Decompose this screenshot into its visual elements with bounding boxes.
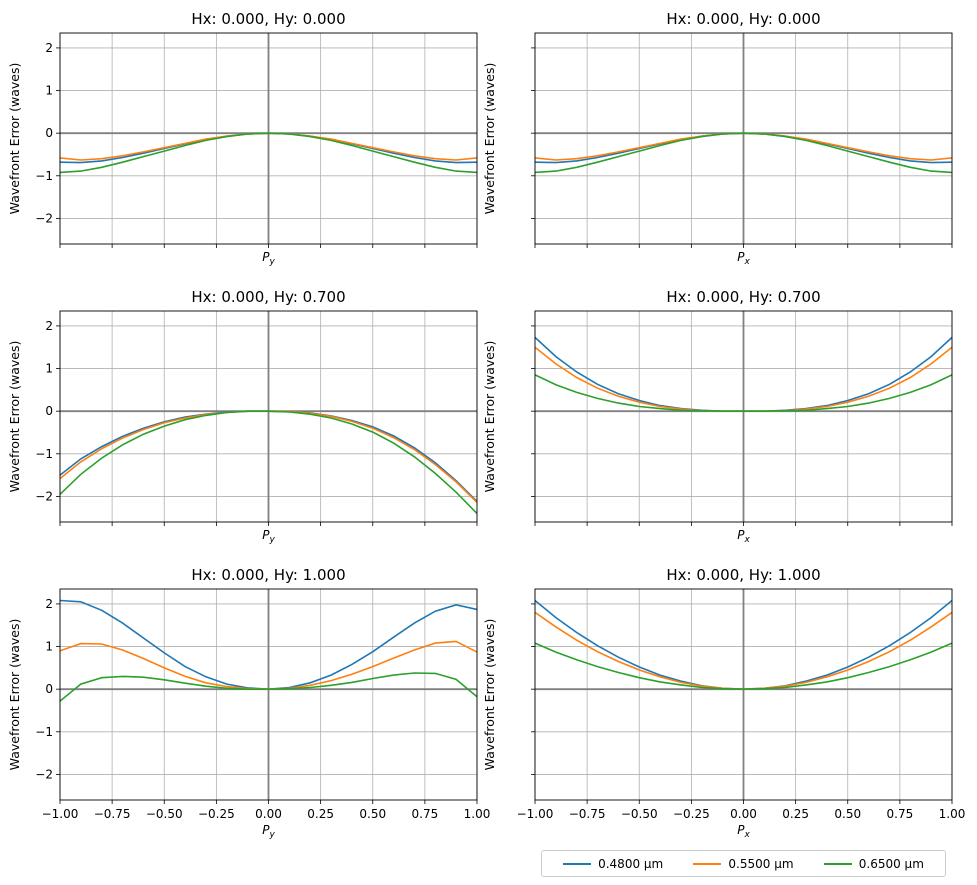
series-line-3 [535,132,952,174]
x-axis-label: Py [262,823,275,840]
y-tick-label: −2 [35,489,53,503]
y-tick-label: 2 [45,597,53,611]
x-tick-label: −0.50 [146,807,183,821]
y-tick-label: 2 [45,319,53,333]
x-tick-label: −0.25 [198,807,235,821]
y-tick-label: 0 [45,126,53,140]
x-axis-label-main: P [262,823,270,837]
y-tick-label: 0 [45,404,53,418]
x-tick-label: −1.00 [517,807,554,821]
x-tick-label: 0.25 [782,807,809,821]
x-axis-label-main: P [262,528,270,542]
subplot: −1.00 −0.75 −0.50 −0.25 0.00 0.25 0.50 0.75 1.00… [482,566,965,840]
subplot: Hx: 0.000, Hy: 0.700 Wavefront Error (wav… [482,288,953,545]
x-tick-label: 0.50 [834,807,861,821]
y-tick-label: 1 [45,640,53,654]
y-axis-label: Wavefront Error (waves) [7,341,22,493]
x-tick-label: 1.00 [464,807,491,821]
x-tick-label: −0.75 [94,807,131,821]
subplot: −2 −1 0 1 2 Hx: 0.000, Hy: 0.000 Wavefront Err… [7,10,478,267]
x-axis-label: Px [737,823,750,840]
x-tick-label: 0.50 [359,807,386,821]
y-axis-label: Wavefront Error (waves) [482,63,497,215]
x-tick-label: −0.25 [673,807,710,821]
y-tick-label: 1 [45,84,53,98]
y-tick-label: 1 [45,362,53,376]
x-tick-label: −0.50 [621,807,658,821]
x-tick-label: −0.75 [569,807,606,821]
x-axis-label-subscript: x [743,257,750,267]
y-tick-label: −1 [35,725,53,739]
x-tick-label: −1.00 [42,807,79,821]
subplot-title: Hx: 0.000, Hy: 0.700 [666,288,820,306]
subplot: Hx: 0.000, Hy: 0.000 Wavefront Error (wav… [482,10,953,267]
x-tick-label: 0.75 [887,807,914,821]
legend-line-swatch [563,862,592,865]
x-axis-label-subscript: y [268,257,275,267]
series-line-3 [60,410,477,515]
x-tick-label: 0.00 [255,807,282,821]
legend-item: 0.6500 µm [823,856,924,871]
y-tick-label: 2 [45,41,53,55]
subplot-title: Hx: 0.000, Hy: 1.000 [191,566,345,584]
x-tick-label: 1.00 [939,807,966,821]
y-axis-label: Wavefront Error (waves) [7,619,22,771]
series-line-3 [60,132,477,174]
y-tick-label: −2 [35,767,53,781]
subplot-title: Hx: 0.000, Hy: 0.000 [191,10,345,28]
subplot-title: Hx: 0.000, Hy: 0.700 [191,288,345,306]
x-axis-label: Py [262,250,275,267]
x-tick-label: 0.25 [307,807,334,821]
x-axis-label-subscript: x [743,535,750,545]
legend-line-swatch [693,862,722,865]
x-axis-label: Px [737,250,750,267]
legend-item: 0.4800 µm [563,857,663,871]
x-axis-label-subscript: y [268,830,275,840]
x-axis-label: Py [262,528,275,545]
x-axis-label-main: P [737,250,745,264]
x-tick-label: 0.00 [730,807,757,821]
series-line-3 [535,374,952,412]
legend-label: 0.6500 µm [858,856,924,871]
y-tick-label: −1 [35,447,53,461]
series-line-3 [535,642,952,691]
x-axis-label-main: P [737,528,745,542]
legend-label: 0.4800 µm [598,856,664,871]
x-axis-label: Px [737,528,750,545]
subplot-title: Hx: 0.000, Hy: 1.000 [666,566,820,584]
y-axis-label: Wavefront Error (waves) [7,63,22,215]
y-tick-label: 0 [45,682,53,696]
subplot-title: Hx: 0.000, Hy: 0.000 [666,10,820,28]
subplot: −2 −1 0 1 2 Hx: 0.000, Hy: 0.700 Wavefront Err… [7,288,478,545]
y-axis-label: Wavefront Error (waves) [482,619,497,771]
legend-line-swatch [823,862,852,865]
x-axis-label-subscript: x [743,830,750,840]
legend: 0.4800 µm 0.5500 µm 0.6500 µm [541,850,946,877]
x-axis-label-main: P [262,250,270,264]
x-axis-label-subscript: y [268,535,275,545]
x-axis-label-main: P [737,823,745,837]
legend-label: 0.5500 µm [728,856,794,871]
legend-item: 0.5500 µm [693,856,794,871]
x-tick-label: 0.75 [412,807,439,821]
y-tick-label: −1 [35,169,53,183]
y-axis-label: Wavefront Error (waves) [482,341,497,493]
series-line-3 [60,672,477,702]
subplot: −1.00 −0.75 −0.50 −0.25 0.00 0.25 0.50 0.75 1.00… [7,566,490,840]
y-tick-label: −2 [35,211,53,225]
